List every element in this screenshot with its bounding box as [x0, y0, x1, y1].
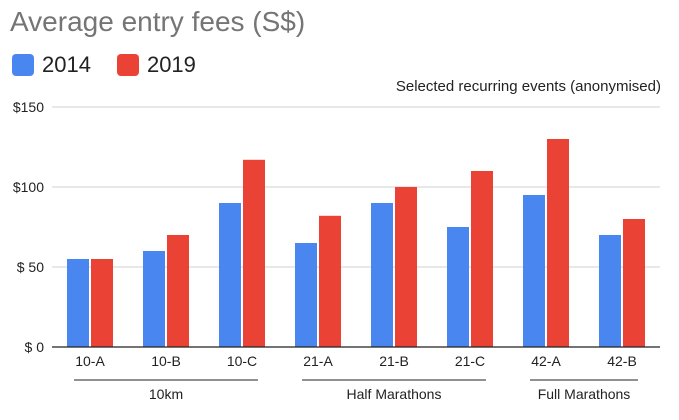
- bar-2014-21-A: [295, 243, 317, 347]
- bar-2014-10-A: [67, 259, 89, 347]
- legend-swatch-2014: [12, 54, 34, 76]
- legend-item-2019: 2019: [116, 52, 196, 78]
- x-tick-label: 10-C: [227, 353, 257, 369]
- bar-2019-21-C: [471, 171, 493, 347]
- legend-item-2014: 2014: [12, 52, 91, 78]
- x-tick-label: 10-B: [151, 353, 181, 369]
- bar-2019-10-A: [91, 259, 113, 347]
- x-tick-label: 10-A: [75, 353, 105, 369]
- y-tick-label: $100: [13, 179, 44, 195]
- bar-2014-42-A: [523, 195, 545, 347]
- chart-title: Average entry fees (S$): [10, 6, 306, 37]
- x-tick-label: 21-C: [455, 353, 485, 369]
- y-tick-label: $ 50: [17, 259, 44, 275]
- x-tick-label: 42-A: [531, 353, 561, 369]
- bar-2014-21-C: [447, 227, 469, 347]
- bar-2019-42-A: [547, 139, 569, 347]
- legend-label-2014: 2014: [42, 52, 91, 77]
- chart-subtitle: Selected recurring events (anonymised): [395, 78, 661, 95]
- legend-swatch-2019: [116, 54, 139, 76]
- x-tick-label: 21-B: [379, 353, 409, 369]
- bar-2019-10-C: [243, 159, 265, 347]
- chart-legend: 2014 2019: [12, 52, 214, 78]
- x-tick-label: 21-A: [303, 353, 333, 369]
- x-tick-label: 42-B: [607, 353, 637, 369]
- bar-2014-21-B: [371, 203, 393, 347]
- bar-2019-42-B: [623, 219, 645, 347]
- y-tick-label: $150: [13, 99, 44, 115]
- group-label: Full Marathons: [538, 386, 631, 402]
- group-label: 10km: [149, 386, 183, 402]
- bar-2014-10-C: [219, 203, 241, 347]
- y-tick-label: $ 0: [25, 339, 45, 355]
- bar-2014-10-B: [143, 251, 165, 347]
- group-label: Half Marathons: [347, 386, 442, 402]
- bar-2019-21-B: [395, 187, 417, 347]
- bar-2019-10-B: [167, 235, 189, 347]
- bar-2014-42-B: [599, 235, 621, 347]
- legend-label-2019: 2019: [146, 52, 196, 77]
- bar-2019-21-A: [319, 215, 341, 347]
